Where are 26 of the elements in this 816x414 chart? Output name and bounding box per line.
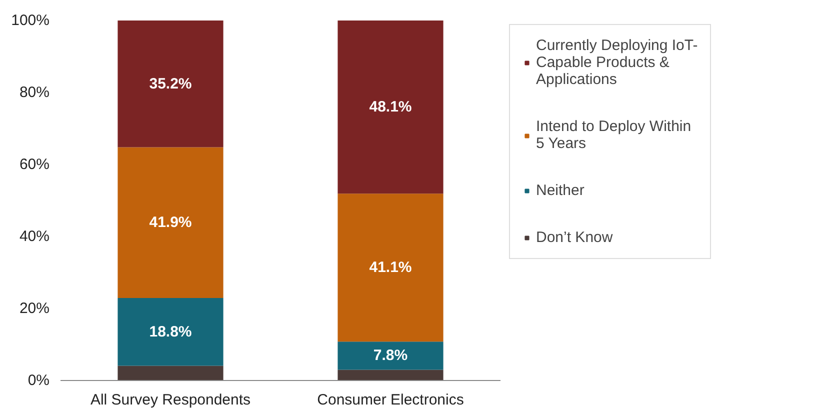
y-tick-label: 80% (19, 84, 50, 101)
legend-label: Intend to Deploy Within 5 Years (536, 118, 692, 152)
y-tick-label: 20% (19, 300, 50, 317)
data-label: 7.8% (373, 347, 408, 364)
data-label: 41.1% (369, 259, 412, 276)
y-tick-label: 40% (19, 228, 50, 245)
y-tick-label: 0% (28, 372, 50, 389)
y-tick-label: 60% (19, 156, 50, 173)
bar (338, 20, 444, 194)
data-label: 41.9% (149, 214, 192, 232)
data-label: 48.1% (369, 98, 412, 116)
bar (338, 370, 444, 380)
x-tick-label: All Survey Respondents (90, 392, 251, 408)
bar (118, 298, 224, 366)
bar (118, 20, 224, 148)
data-label: 18.8% (149, 323, 192, 340)
bar (118, 366, 224, 380)
legend-label: Don’t Know (536, 229, 613, 246)
bar (338, 342, 444, 370)
x-tick-label: Consumer Electronics (317, 392, 464, 408)
bar (338, 194, 444, 342)
y-tick-label: 100% (11, 12, 50, 29)
data-label: 35.2% (149, 75, 192, 92)
legend-label: Currently Deploying IoT-Capable Products & Applications (536, 37, 698, 88)
legend-label: Neither (536, 182, 584, 199)
bar (118, 147, 224, 298)
